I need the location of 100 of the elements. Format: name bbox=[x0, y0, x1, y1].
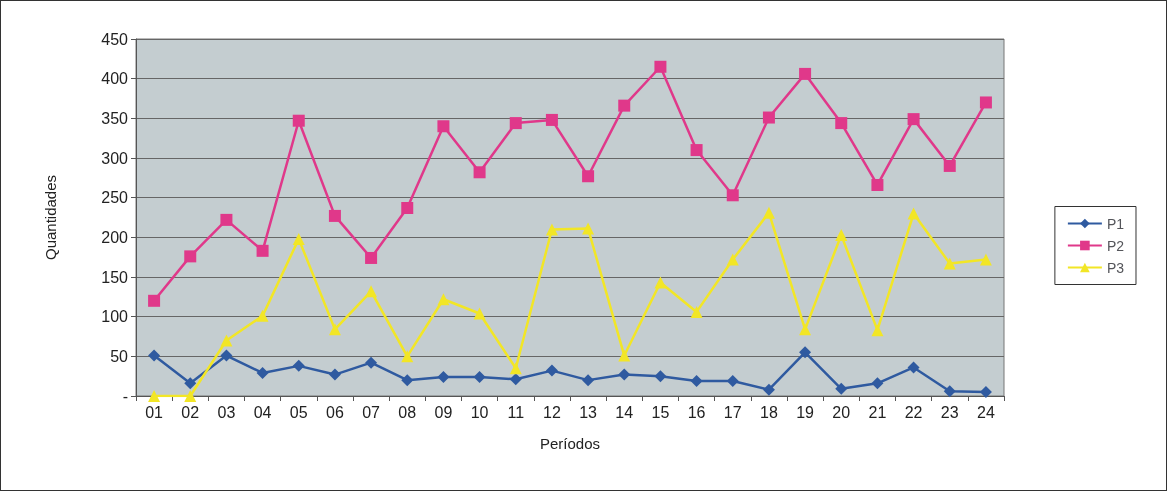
x-tick-label: 08 bbox=[398, 403, 417, 421]
x-tick-label: 24 bbox=[977, 403, 995, 421]
legend-label: P2 bbox=[1106, 237, 1125, 254]
point bbox=[762, 206, 775, 219]
point bbox=[473, 166, 486, 179]
point bbox=[690, 374, 703, 387]
x-axis-title: Períodos bbox=[539, 435, 601, 452]
x-tick-label: 13 bbox=[579, 403, 598, 421]
point bbox=[256, 366, 269, 379]
x-tick-label: 19 bbox=[796, 403, 815, 421]
x-tick-label: 06 bbox=[326, 403, 344, 421]
point bbox=[762, 111, 775, 124]
y-tick-label: 350 bbox=[101, 109, 129, 127]
point bbox=[220, 349, 233, 362]
point bbox=[979, 253, 992, 266]
point bbox=[401, 374, 414, 387]
point bbox=[726, 189, 739, 202]
point bbox=[654, 60, 667, 73]
point bbox=[365, 251, 378, 264]
point bbox=[654, 370, 667, 383]
point bbox=[943, 385, 956, 398]
point bbox=[582, 222, 595, 235]
x-tick-label: 20 bbox=[832, 403, 851, 421]
point bbox=[907, 113, 920, 126]
point bbox=[943, 159, 956, 172]
point bbox=[545, 223, 558, 236]
point bbox=[292, 114, 305, 127]
point bbox=[618, 368, 631, 381]
x-tick-label: 14 bbox=[615, 403, 634, 421]
point bbox=[545, 113, 558, 126]
x-tick-label: 05 bbox=[289, 403, 308, 421]
y-axis-title: Quantidades bbox=[42, 174, 59, 261]
point bbox=[943, 257, 956, 270]
x-tick-label: 11 bbox=[507, 403, 525, 421]
x-tick-label: 04 bbox=[253, 403, 272, 421]
point bbox=[184, 377, 197, 390]
point bbox=[907, 207, 920, 220]
point bbox=[726, 253, 739, 266]
point bbox=[473, 370, 486, 383]
x-tick-label: 07 bbox=[362, 403, 381, 421]
point bbox=[148, 390, 161, 402]
point bbox=[220, 334, 233, 347]
point bbox=[582, 374, 595, 387]
point bbox=[437, 120, 450, 133]
x-tick-label: 12 bbox=[543, 403, 561, 421]
x-tick-label: 16 bbox=[687, 403, 706, 421]
y-tick-label: 50 bbox=[110, 347, 129, 365]
point bbox=[184, 250, 197, 263]
x-tick-label: 23 bbox=[940, 403, 959, 421]
point bbox=[292, 232, 305, 245]
point bbox=[292, 359, 305, 372]
x-tick-label: 03 bbox=[217, 403, 236, 421]
x-tick-label: 02 bbox=[181, 403, 200, 421]
legend-label: P3 bbox=[1106, 259, 1125, 276]
point bbox=[256, 309, 269, 322]
point bbox=[799, 323, 812, 336]
point bbox=[871, 178, 884, 191]
y-tick-label: 100 bbox=[101, 308, 129, 326]
point bbox=[762, 383, 775, 396]
point bbox=[690, 305, 703, 318]
point bbox=[328, 323, 341, 336]
point bbox=[220, 213, 233, 226]
point bbox=[835, 382, 848, 395]
point bbox=[799, 67, 812, 80]
point bbox=[328, 368, 341, 381]
legend-label: P1 bbox=[1106, 215, 1125, 232]
point bbox=[799, 346, 812, 359]
point bbox=[365, 356, 378, 369]
point bbox=[835, 228, 848, 241]
point bbox=[148, 349, 161, 362]
x-tick-label: 15 bbox=[651, 403, 670, 421]
point bbox=[437, 370, 450, 383]
x-tick-label: 18 bbox=[760, 403, 778, 421]
point bbox=[871, 324, 884, 337]
point bbox=[654, 276, 667, 289]
point bbox=[509, 373, 522, 386]
point bbox=[545, 364, 558, 377]
x-tick-label: 21 bbox=[868, 403, 887, 421]
x-tick-label: 22 bbox=[904, 403, 923, 421]
point bbox=[365, 285, 378, 298]
point bbox=[871, 377, 884, 390]
point bbox=[509, 117, 522, 130]
point bbox=[509, 362, 522, 375]
point bbox=[979, 96, 992, 109]
point bbox=[148, 294, 161, 307]
point bbox=[582, 170, 595, 183]
y-tick-label: 450 bbox=[101, 30, 129, 48]
point bbox=[401, 350, 414, 363]
point bbox=[473, 307, 486, 320]
point bbox=[401, 201, 414, 214]
point bbox=[256, 244, 269, 257]
point bbox=[618, 349, 631, 362]
y-tick-label: 200 bbox=[101, 228, 129, 246]
point bbox=[835, 117, 848, 130]
y-tick-label: 400 bbox=[101, 70, 129, 88]
point bbox=[907, 361, 920, 374]
y-tick-label: 150 bbox=[101, 268, 129, 286]
x-tick-label: 10 bbox=[470, 403, 489, 421]
point bbox=[690, 144, 703, 157]
x-tick-label: 01 bbox=[145, 403, 164, 421]
